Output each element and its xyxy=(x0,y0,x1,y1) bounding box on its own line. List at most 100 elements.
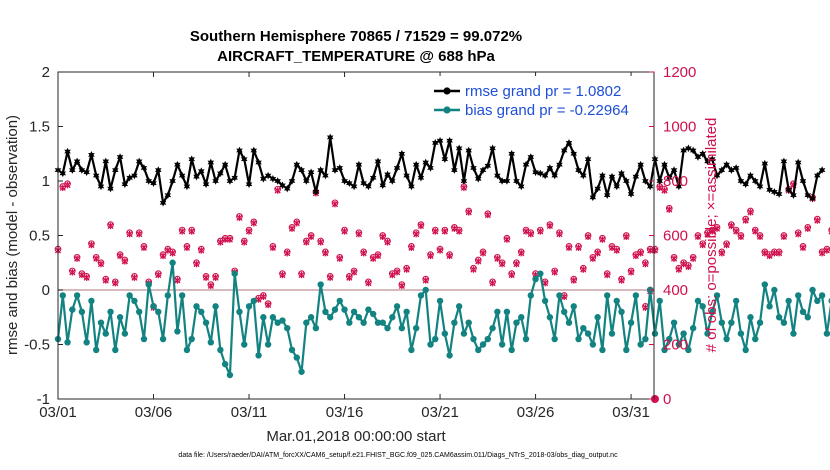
obs-assimilated-point xyxy=(456,228,463,235)
series-point xyxy=(518,314,525,321)
obs-assimilated-point xyxy=(183,244,191,251)
series-point xyxy=(212,177,219,185)
series-point xyxy=(369,310,377,318)
series-point xyxy=(202,180,210,189)
series-point xyxy=(155,308,162,315)
series-point xyxy=(274,177,281,185)
series-point xyxy=(775,190,783,198)
series-point xyxy=(799,177,807,185)
obs-possible-point xyxy=(828,227,830,233)
series-point xyxy=(135,157,143,166)
series-point xyxy=(446,352,453,359)
obs-assimilated-point xyxy=(503,236,510,243)
series-point xyxy=(670,319,678,326)
series-point xyxy=(475,346,482,354)
obs-assimilated-point xyxy=(74,255,81,262)
obs-assimilated-point xyxy=(83,274,90,281)
y-right-tick-label: 600 xyxy=(663,228,688,245)
series-point xyxy=(575,166,582,174)
series-point xyxy=(589,341,597,348)
series-point xyxy=(283,184,291,193)
series-point xyxy=(140,164,148,172)
series-point xyxy=(374,157,382,166)
obs-assimilated-point xyxy=(193,260,200,268)
series-point xyxy=(164,191,172,199)
series-point xyxy=(642,335,649,343)
series-point xyxy=(355,314,363,321)
obs-assimilated-point xyxy=(436,247,444,254)
series-point xyxy=(517,182,525,191)
series-point xyxy=(64,339,71,346)
obs-assimilated-point xyxy=(288,225,296,232)
series-point xyxy=(804,191,812,199)
series-point xyxy=(527,292,534,299)
obs-assimilated-point xyxy=(460,184,467,192)
obs-assimilated-point xyxy=(637,250,644,257)
series-point xyxy=(742,180,749,189)
series-point xyxy=(794,158,802,167)
obs-assimilated-point xyxy=(331,200,339,208)
series-point xyxy=(298,368,305,375)
series-point xyxy=(809,194,816,203)
series-point xyxy=(207,339,215,346)
series-point xyxy=(255,352,262,359)
series-point xyxy=(422,158,430,167)
obs-assimilated-point xyxy=(269,244,276,251)
series-point xyxy=(398,324,406,332)
obs-assimilated-point xyxy=(642,304,649,311)
series-point xyxy=(599,346,606,354)
obs-assimilated-point xyxy=(728,222,735,230)
series-point xyxy=(785,185,792,194)
series-point xyxy=(188,335,195,343)
obs-assimilated-point xyxy=(704,230,711,238)
y-axis-left: -1 -0.5 0 0.5 1 1.5 2 xyxy=(24,64,63,408)
series-point xyxy=(327,314,334,321)
series-point xyxy=(107,308,114,315)
series-point xyxy=(307,168,315,177)
series-point xyxy=(303,177,310,185)
series-point xyxy=(212,303,219,310)
series-point xyxy=(97,182,105,191)
series-point xyxy=(484,335,492,343)
series-point xyxy=(565,139,573,147)
series-point xyxy=(771,188,778,196)
obs-assimilated-point xyxy=(599,236,606,243)
plot-area xyxy=(58,72,654,399)
series-point xyxy=(178,171,186,180)
obs-assimilated-point xyxy=(265,301,272,309)
series-point xyxy=(384,170,391,179)
obs-assimilated-point xyxy=(245,228,253,235)
series-point xyxy=(460,330,468,337)
series-point xyxy=(556,292,563,299)
obs-assimilated-point xyxy=(164,247,171,254)
y-right-tick-label: 1000 xyxy=(663,119,696,136)
y-axis-right: 0 200 400 600 800 1000 1200 xyxy=(649,64,696,408)
obs-assimilated-point xyxy=(102,277,109,284)
series-point xyxy=(661,160,668,169)
series-point xyxy=(785,297,792,305)
series-point xyxy=(699,303,706,310)
series-point xyxy=(59,169,67,178)
chart-subtitle: AIRCRAFT_TEMPERATURE @ 688 hPa xyxy=(217,48,495,65)
series-point xyxy=(670,166,678,174)
series-point xyxy=(513,177,520,185)
series-point xyxy=(131,171,138,180)
obs-assimilated-point xyxy=(413,230,420,238)
series-point xyxy=(231,270,238,277)
series-point xyxy=(761,159,769,168)
series-point xyxy=(651,330,659,337)
series-point xyxy=(694,297,702,305)
series-point xyxy=(484,161,492,170)
series-point xyxy=(694,153,702,161)
series-point xyxy=(341,177,348,185)
obs-assimilated-point xyxy=(766,252,773,260)
series-point xyxy=(651,155,659,163)
series-point xyxy=(436,297,444,305)
obs-assimilated-point xyxy=(274,187,281,194)
series-point xyxy=(360,179,367,187)
obs-assimilated-point xyxy=(699,241,706,249)
series-point xyxy=(713,292,721,299)
series-point xyxy=(241,341,248,348)
series-point xyxy=(346,319,353,326)
